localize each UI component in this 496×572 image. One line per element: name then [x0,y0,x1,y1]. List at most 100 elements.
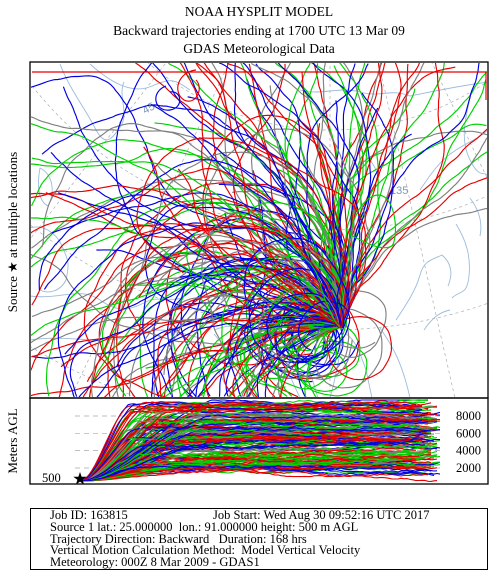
trajectory-line [201,210,342,397]
trajectory-line [31,157,340,327]
trajectory-line [341,63,402,325]
trajectory-line [330,100,339,326]
trajectory-line [128,295,341,397]
info-line-source: Source 1 lat.: 25.000000 lon.: 91.000000… [50,519,359,534]
trajectory-line [202,324,339,397]
trajectory-line [31,216,338,326]
trajectory-line [41,104,339,325]
trajectory-line [179,63,340,328]
trajectory-line [187,96,341,327]
trajectory-line [64,274,343,355]
coastline [395,254,452,321]
profile-tick-label: 2000 [456,461,481,475]
job-start: Job Start: Wed Aug 30 09:52:16 UTC 2017 [213,508,430,522]
info-line-direction: Trajectory Direction: Backward Duration:… [50,531,307,546]
profile-frame [29,397,489,485]
trajectory-line [150,103,343,326]
trajectory-line [58,192,339,327]
coastline [423,309,451,331]
coastline [451,223,470,299]
vertical-profile-panel: 8000 6000 4000 2000 500 [29,397,489,485]
trajectory-line [177,69,200,102]
trajectory-line [301,71,331,191]
trajectory-line [340,137,487,326]
trajectory-line [155,85,181,111]
trajectory-line [183,63,339,327]
info-line-meteorology: Meteorology: 000Z 8 Mar 2009 - GDAS1 [50,555,260,570]
trajectory-line [157,268,343,397]
trajectory-line [236,309,340,397]
trajectory-line [164,327,340,397]
trajectory-line [340,63,425,326]
trajectory-line [180,322,338,397]
trajectory-line [232,317,343,397]
trajectory-line [144,197,344,326]
trajectory-line [159,327,343,397]
profile-trajectory-line [79,408,423,482]
trajectory-line [284,63,344,325]
trajectory-line [340,177,487,325]
profile-tick-label: 4000 [456,444,481,458]
trajectory-line [89,215,345,397]
profile-tick-label: 8000 [456,409,481,423]
trajectory-line [177,168,341,326]
trajectory-line [31,184,343,328]
plot-data-source: GDAS Meteorological Data [183,41,335,56]
profile-trajectory-line [79,456,420,482]
info-line-vertical-motion: Vertical Motion Calculation Method: Mode… [50,543,361,558]
profile-trajectory-line [79,403,423,482]
job-id: Job ID: 163815 [50,508,128,522]
trajectory-line [41,122,341,325]
trajectory-line [243,237,350,363]
trajectory-line [295,325,348,397]
trajectory-line [113,227,341,397]
profile-tick-label: 6000 [456,426,481,440]
plot-title: NOAA HYSPLIT MODEL [184,4,334,19]
trajectory-line [31,75,343,326]
grid-line-lat [31,83,487,231]
trajectory-line [258,286,353,380]
run-info-box: Job ID: 163815 Job Start: Wed Aug 30 09:5… [30,508,488,570]
trajectory-line [31,315,339,352]
profile-trajectory-line [79,420,431,482]
trajectory-line [342,63,480,326]
trajectory-line [156,302,340,397]
trajectory-line [31,319,341,358]
trajectory-line [311,63,372,328]
trajectory-line [204,128,371,325]
source-star-icon [73,472,87,485]
trajectory-line [32,71,487,100]
profile-trajectory-line [79,466,438,482]
trajectory-line [31,178,340,328]
plot-subtitle: Backward trajectories ending at 1700 UTC… [113,23,405,38]
coastline [299,81,487,97]
trajectory-line [203,63,341,326]
profile-trajectory-line [79,417,438,482]
trajectory-line [223,272,339,397]
profile-trajectory-line [79,441,426,482]
trajectory-line [57,222,344,397]
profile-trajectories [79,399,441,482]
coastline [59,63,125,141]
trajectory-line [237,325,341,397]
trajectory-line [90,234,338,397]
trajectory-line [192,225,342,326]
info-line-job: Job ID: 163815 Job Start: Wed Aug 30 09:5… [50,508,487,522]
trajectory-line [136,137,367,328]
profile-trajectory-line [79,419,423,482]
trajectory-line [277,63,360,327]
profile-trajectory-line [79,440,417,482]
trajectory-line [195,63,350,328]
trajectory-line [218,63,361,328]
trajectory-line [243,304,343,390]
profile-trajectory-line [79,460,440,482]
coastline [31,226,69,293]
profile-trajectory-line [79,414,429,482]
trajectory-line [240,293,340,397]
coastline [379,327,411,397]
profile-trajectory-line [79,400,423,482]
trajectory-line [114,63,342,327]
trajectory-line [348,194,397,263]
profile-trajectory-line [79,447,429,482]
grid-line-lon-180 [431,63,487,179]
